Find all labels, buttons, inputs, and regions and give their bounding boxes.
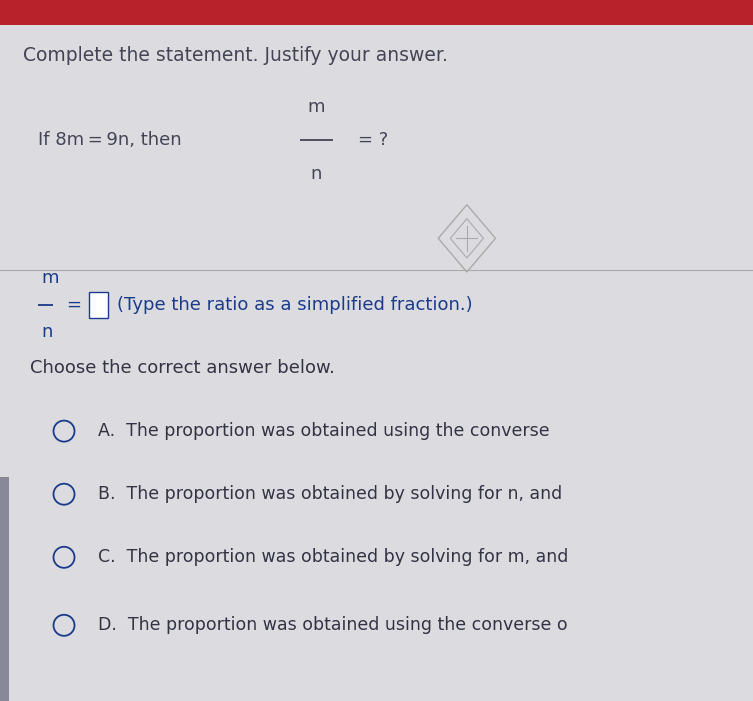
Text: D.  The proportion was obtained using the converse o: D. The proportion was obtained using the… (98, 616, 568, 634)
Bar (0, 477, 9, 701)
Text: m: m (41, 269, 59, 287)
Text: m: m (307, 97, 325, 116)
Text: C.  The proportion was obtained by solving for m, and: C. The proportion was obtained by solvin… (98, 548, 569, 566)
Text: A.  The proportion was obtained using the converse: A. The proportion was obtained using the… (98, 422, 550, 440)
Text: (Type the ratio as a simplified fraction.): (Type the ratio as a simplified fraction… (117, 296, 472, 314)
Text: =: = (66, 296, 81, 314)
Text: Complete the statement. Justify your answer.: Complete the statement. Justify your ans… (23, 46, 447, 64)
Text: Choose the correct answer below.: Choose the correct answer below. (30, 359, 335, 377)
Bar (0, 0, 753, 25)
Text: n: n (310, 165, 322, 183)
Text: = ?: = ? (358, 131, 388, 149)
Text: If 8m = 9n, then: If 8m = 9n, then (38, 131, 181, 149)
Text: B.  The proportion was obtained by solving for n, and: B. The proportion was obtained by solvin… (98, 485, 562, 503)
Text: n: n (41, 322, 53, 341)
FancyBboxPatch shape (89, 292, 108, 318)
